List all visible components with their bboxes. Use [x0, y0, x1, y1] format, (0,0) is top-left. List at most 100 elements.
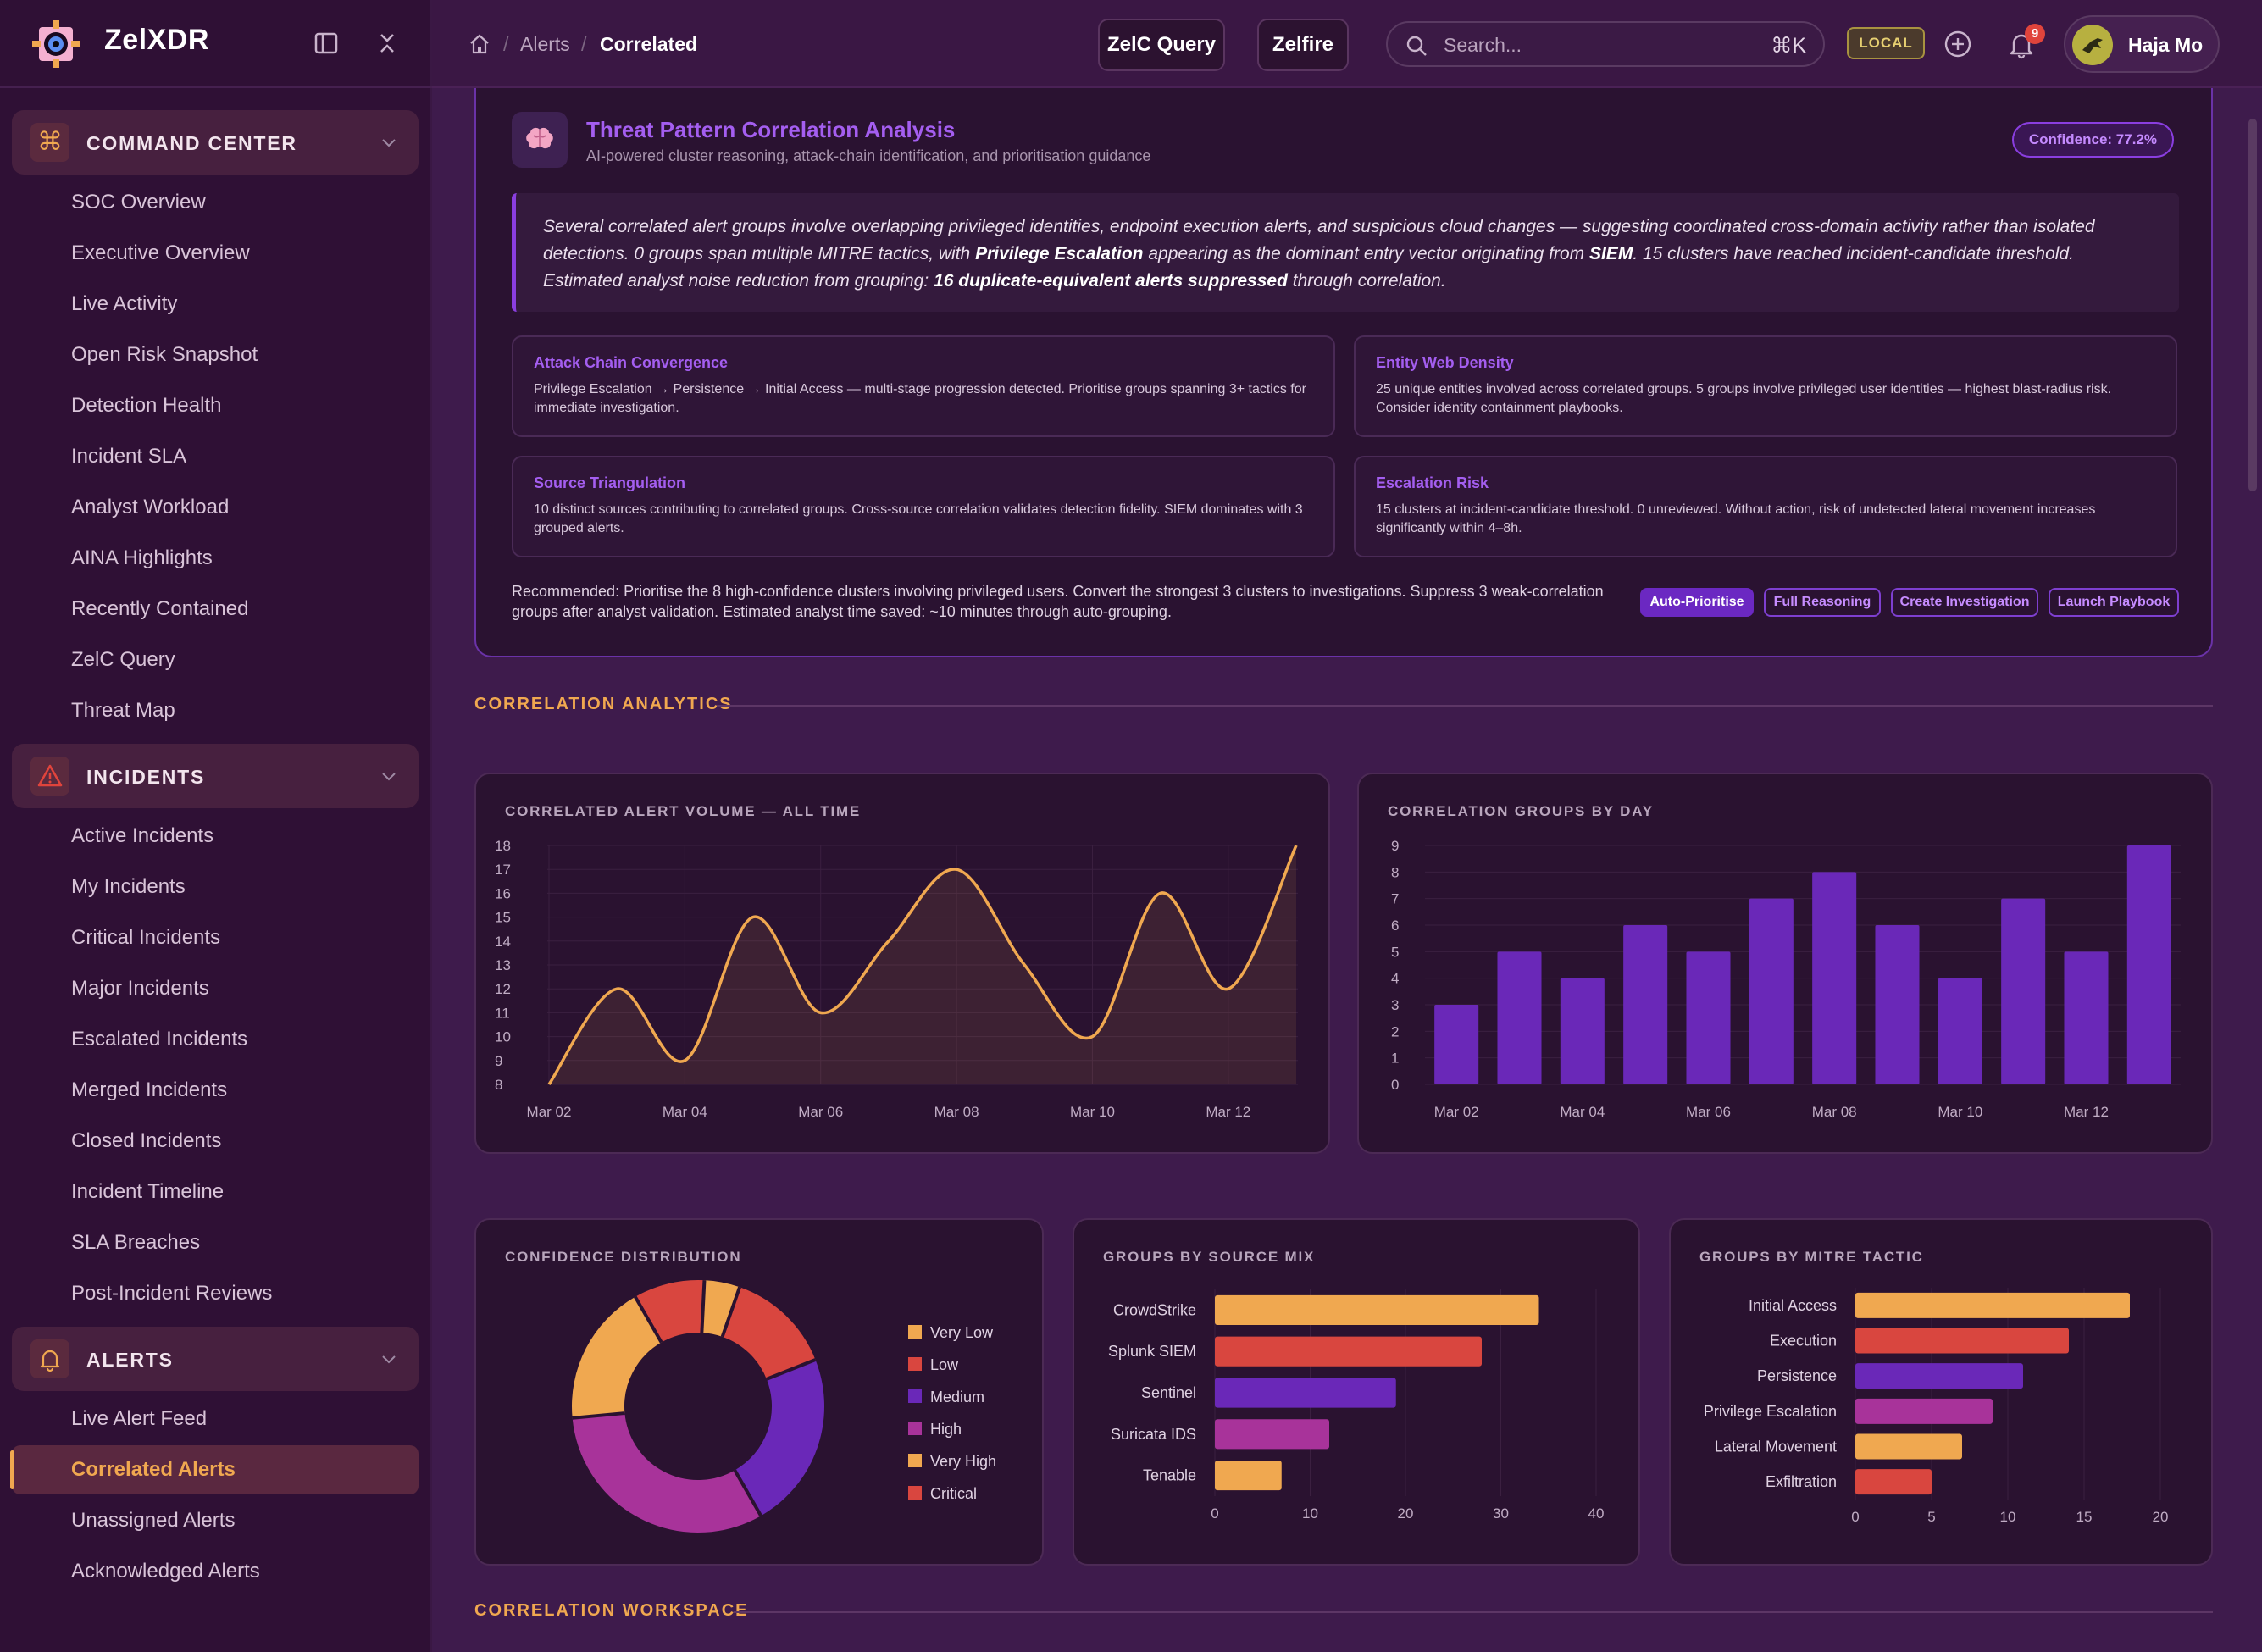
add-icon[interactable]: [1943, 30, 1972, 58]
sidebar-item-live-activity[interactable]: Live Activity: [71, 292, 178, 315]
insight-title: Attack Chain Convergence: [534, 354, 729, 371]
user-menu[interactable]: Haja Mo: [2064, 15, 2220, 73]
chart-title: CONFIDENCE DISTRIBUTION: [505, 1249, 742, 1265]
legend-label: Low: [930, 1356, 959, 1373]
zelfire-button[interactable]: Zelfire: [1257, 19, 1349, 71]
sidebar-item-analyst-workload[interactable]: Analyst Workload: [71, 496, 230, 518]
sidebar-item-closed-incidents[interactable]: Closed Incidents: [71, 1129, 222, 1152]
series-line: [547, 845, 1298, 1086]
donut-slice: [701, 1280, 740, 1338]
ai-correlation-panel: Threat Pattern Correlation Analysis AI-p…: [474, 88, 2213, 657]
donut-slice: [721, 1287, 816, 1380]
active-nav-indicator: [10, 1450, 14, 1489]
chevron-down-icon: [382, 1355, 396, 1364]
insight-text: Privilege Escalation → Persistence → Ini…: [534, 382, 1306, 415]
breadcrumb-alerts[interactable]: Alerts: [520, 33, 570, 55]
sidebar-item-sla-breaches[interactable]: SLA Breaches: [71, 1231, 201, 1254]
legend-label: High: [930, 1421, 962, 1438]
bar: [1623, 925, 1668, 1084]
brand-header: ZelXDR: [0, 0, 432, 88]
sidebar-item-critical-incidents[interactable]: Critical Incidents: [71, 926, 221, 949]
search-input[interactable]: [1444, 31, 1757, 58]
chart-title: CORRELATED ALERT VOLUME — ALL TIME: [505, 803, 862, 819]
legend-label: Very High: [930, 1453, 996, 1470]
sidebar-item-soc-overview[interactable]: SOC Overview: [71, 191, 206, 213]
category-label: Initial Access: [1749, 1297, 1837, 1314]
launch-playbook-button[interactable]: Launch Playbook: [2049, 588, 2179, 617]
sidebar-item-my-incidents[interactable]: My Incidents: [71, 875, 186, 898]
sidebar-item-merged-incidents[interactable]: Merged Incidents: [71, 1078, 228, 1101]
sidebar-item-correlated-alerts[interactable]: Correlated Alerts: [71, 1458, 236, 1481]
x-tick-label: Mar 06: [798, 1104, 843, 1120]
legend-swatch: [908, 1357, 922, 1371]
sidebar-item-incident-timeline[interactable]: Incident Timeline: [71, 1180, 225, 1203]
slice-divider: [700, 1280, 707, 1333]
notifications-bell-icon[interactable]: [2006, 29, 2037, 59]
sidebar-item-aina-highlights[interactable]: AINA Highlights: [71, 546, 213, 569]
section-label: ALERTS: [86, 1349, 174, 1371]
sidebar-item-threat-map[interactable]: Threat Map: [71, 699, 175, 722]
sidebar-item-zelc-query[interactable]: ZelC Query: [71, 648, 175, 671]
collapse-icon[interactable]: [373, 29, 402, 58]
summary-highlight: 16 duplicate-equivalent alerts suppresse…: [934, 271, 1288, 291]
legend-label: Very Low: [930, 1324, 994, 1341]
bar: [1434, 1005, 1479, 1084]
legend-swatch: [908, 1454, 922, 1467]
sidebar-item-live-alert-feed[interactable]: Live Alert Feed: [71, 1407, 208, 1430]
x-tick-label: Mar 10: [1070, 1104, 1115, 1120]
confidence-badge: Confidence: 77.2%: [2011, 122, 2174, 158]
sidebar-item-post-incident-reviews[interactable]: Post-Incident Reviews: [71, 1282, 273, 1305]
y-tick-label: 15: [495, 910, 511, 926]
x-tick-label: 5: [1927, 1509, 1935, 1525]
chevron-down-icon: [382, 139, 396, 147]
notification-count-badge: 9: [2025, 24, 2045, 44]
slice-divider: [766, 1358, 817, 1381]
sidebar-item-unassigned-alerts[interactable]: Unassigned Alerts: [71, 1509, 236, 1532]
bird-icon: [2082, 38, 2103, 53]
sidebar-item-open-risk-snapshot[interactable]: Open Risk Snapshot: [71, 343, 258, 366]
bar: [1215, 1419, 1329, 1450]
y-tick-label: 10: [495, 1029, 511, 1045]
sidebar-item-acknowledged-alerts[interactable]: Acknowledged Alerts: [71, 1560, 260, 1583]
chart-panel-alert-volume: CORRELATED ALERT VOLUME — ALL TIME 8 9 10 1…: [474, 773, 1330, 1154]
sidebar-item-major-incidents[interactable]: Major Incidents: [71, 977, 209, 1000]
y-tick-label: 16: [495, 885, 511, 901]
search-shortcut: ⌘K: [1771, 34, 1806, 58]
section-alerts[interactable]: ALERTS: [12, 1327, 419, 1391]
recommendation-text: Recommended: Prioritise the 8 high-confi…: [512, 583, 1604, 620]
alert-volume-chart: 8 9 10 11 12 13 14 15 16 17 18 Mar 02 Mar 04 Mar 06 Ma…: [495, 838, 1298, 1120]
y-tick-label: 9: [1391, 838, 1399, 854]
sidebar-item-detection-health[interactable]: Detection Health: [71, 394, 222, 417]
donut-slice: [734, 1359, 824, 1516]
bar: [2001, 898, 2046, 1084]
section-incidents[interactable]: INCIDENTS: [12, 744, 419, 808]
slice-divider: [634, 1295, 663, 1344]
scrollbar-thumb[interactable]: [2248, 119, 2257, 491]
x-tick-label: 10: [1302, 1505, 1318, 1522]
home-icon[interactable]: [468, 32, 491, 56]
section-label: COMMAND CENTER: [86, 132, 297, 154]
sidebar-item-active-incidents[interactable]: Active Incidents: [71, 824, 214, 847]
app-name: ZelXDR: [104, 24, 209, 56]
zelc-query-button[interactable]: ZelC Query: [1098, 19, 1225, 71]
summary-text: appearing as the dominant entry vector o…: [1143, 244, 1589, 263]
groups-by-day-chart: 0 1 2 3 4 5 6 7 8 9 Mar 02 Mar 04 Mar 06 Mar 08 Mar 10…: [1391, 838, 2181, 1120]
y-tick-label: 17: [495, 862, 511, 878]
full-reasoning-button[interactable]: Full Reasoning: [1764, 588, 1881, 617]
section-command-center[interactable]: ⌘ COMMAND CENTER: [12, 110, 419, 175]
sidebar-item-recently-contained[interactable]: Recently Contained: [71, 597, 249, 620]
x-tick-label: 30: [1493, 1505, 1509, 1522]
x-tick-label: Mar 02: [527, 1104, 572, 1120]
slice-divider: [733, 1469, 762, 1517]
sidebar-toggle-icon[interactable]: [312, 29, 341, 58]
y-tick-label: 0: [1391, 1077, 1399, 1093]
create-investigation-button[interactable]: Create Investigation: [1891, 588, 2038, 617]
search-box[interactable]: ⌘K: [1386, 21, 1825, 67]
auto-prioritise-button[interactable]: Auto-Prioritise: [1640, 588, 1754, 617]
category-label: Suricata IDS: [1111, 1426, 1196, 1443]
sidebar-item-incident-sla[interactable]: Incident SLA: [71, 445, 187, 468]
bar: [1855, 1292, 2130, 1318]
sidebar-item-escalated-incidents[interactable]: Escalated Incidents: [71, 1028, 248, 1051]
search-icon: [1406, 36, 1427, 56]
sidebar-item-executive-overview[interactable]: Executive Overview: [71, 241, 250, 264]
